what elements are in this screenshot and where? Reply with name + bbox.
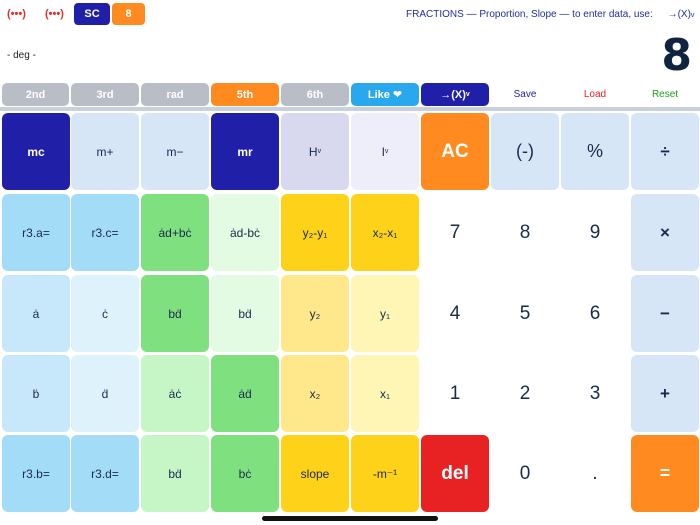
divide-key[interactable]: ÷	[631, 113, 699, 190]
r3c-key[interactable]: r3.c=	[71, 194, 139, 271]
digit-0-key[interactable]: 0	[491, 435, 559, 512]
5th-button[interactable]: 5th	[211, 83, 279, 106]
load-button[interactable]: Load	[583, 89, 607, 100]
digit-2-key[interactable]: 2	[491, 355, 559, 432]
m-minus-key[interactable]: m−	[141, 113, 209, 190]
angle-mode-label: - deg -	[7, 50, 36, 61]
digit-8-key[interactable]: 8	[491, 194, 559, 271]
b-key[interactable]: ḃ	[2, 355, 70, 432]
6th-button[interactable]: 6th	[281, 83, 349, 106]
separator	[0, 107, 700, 111]
mode-row: 2nd 3rd rad 5th 6th Like ❤ →(X) v Save Lo…	[0, 83, 700, 107]
2nd-button[interactable]: 2nd	[2, 83, 69, 106]
menu-dots-left[interactable]: (•••)	[7, 8, 26, 20]
y1-key[interactable]: y₁	[351, 275, 419, 352]
digit-9-key[interactable]: 9	[561, 194, 629, 271]
reset-button[interactable]: Reset	[651, 89, 679, 100]
display-value: 8	[661, 30, 692, 81]
equals-key[interactable]: =	[631, 435, 699, 512]
ad-minus-bc-key[interactable]: ȧd-bċ	[211, 194, 279, 271]
subtract-key[interactable]: −	[631, 275, 699, 352]
negate-key[interactable]: (-)	[491, 113, 559, 190]
x-hint-label: →(X)	[667, 9, 691, 20]
neg-inverse-slope-key[interactable]: -m⁻¹	[351, 435, 419, 512]
h-key-label: H	[308, 144, 318, 159]
x-hint-sub: v	[690, 12, 695, 19]
digit-6-key[interactable]: 6	[561, 275, 629, 352]
ad-product-key[interactable]: ȧḋ	[211, 355, 279, 432]
multiply-key[interactable]: ×	[631, 194, 699, 271]
r3b-key[interactable]: r3.b=	[2, 435, 70, 512]
count-badge[interactable]: 8	[112, 3, 145, 25]
m-plus-key[interactable]: m+	[71, 113, 139, 190]
digit-5-key[interactable]: 5	[491, 275, 559, 352]
x-button-label: →(X)	[440, 88, 466, 101]
x2-minus-x1-key[interactable]: x₂-x₁	[351, 194, 419, 271]
ac-key[interactable]: AC	[421, 113, 489, 190]
digit-3-key[interactable]: 3	[561, 355, 629, 432]
mc-key[interactable]: mc	[2, 113, 70, 190]
x1-key[interactable]: x₁	[351, 355, 419, 432]
slope-key[interactable]: slope	[281, 435, 349, 512]
y2-minus-y1-key[interactable]: y₂-y₁	[281, 194, 349, 271]
mr-key[interactable]: mr	[211, 113, 279, 190]
r3a-key[interactable]: r3.a=	[2, 194, 70, 271]
x2-key[interactable]: x₂	[281, 355, 349, 432]
x-button[interactable]: →(X) v	[421, 83, 489, 106]
like-button[interactable]: Like ❤	[351, 83, 419, 106]
delete-key[interactable]: del	[421, 435, 489, 512]
digit-7-key[interactable]: 7	[421, 194, 489, 271]
a-key[interactable]: ȧ	[2, 275, 70, 352]
menu-dots-right[interactable]: (•••)	[45, 8, 64, 20]
x-hint-button[interactable]: →(X)v	[668, 9, 695, 20]
bd-product-key[interactable]: bḋ	[141, 435, 209, 512]
i-key-label: I	[381, 144, 385, 159]
save-button[interactable]: Save	[513, 89, 537, 100]
bc-product-key[interactable]: bċ	[211, 435, 279, 512]
digit-4-key[interactable]: 4	[421, 275, 489, 352]
h-key-sub: v	[317, 148, 322, 155]
i-key-sub: v	[384, 148, 389, 155]
c-key[interactable]: ċ	[71, 275, 139, 352]
ac-product-key[interactable]: ȧċ	[141, 355, 209, 432]
sc-button[interactable]: SC	[74, 3, 110, 25]
top-bar: (•••) (•••) SC 8 FRACTIONS — Proportion,…	[0, 0, 700, 30]
decimal-key[interactable]: .	[561, 435, 629, 512]
digit-1-key[interactable]: 1	[421, 355, 489, 432]
y2-key[interactable]: y₂	[281, 275, 349, 352]
bd-key-2[interactable]: bḋ	[211, 275, 279, 352]
3rd-button[interactable]: 3rd	[71, 83, 139, 106]
bd-key[interactable]: bḋ	[141, 275, 209, 352]
d-key[interactable]: ḋ	[71, 355, 139, 432]
r3d-key[interactable]: r3.d=	[71, 435, 139, 512]
percent-key[interactable]: %	[561, 113, 629, 190]
ad-plus-bc-key[interactable]: ȧd+bċ	[141, 194, 209, 271]
info-text: FRACTIONS — Proportion, Slope — to enter…	[406, 9, 653, 20]
home-indicator[interactable]	[262, 516, 438, 521]
rad-button[interactable]: rad	[141, 83, 209, 106]
info-line: FRACTIONS — Proportion, Slope — to enter…	[406, 9, 694, 20]
add-key[interactable]: +	[631, 355, 699, 432]
x-button-sub: v	[465, 91, 470, 98]
